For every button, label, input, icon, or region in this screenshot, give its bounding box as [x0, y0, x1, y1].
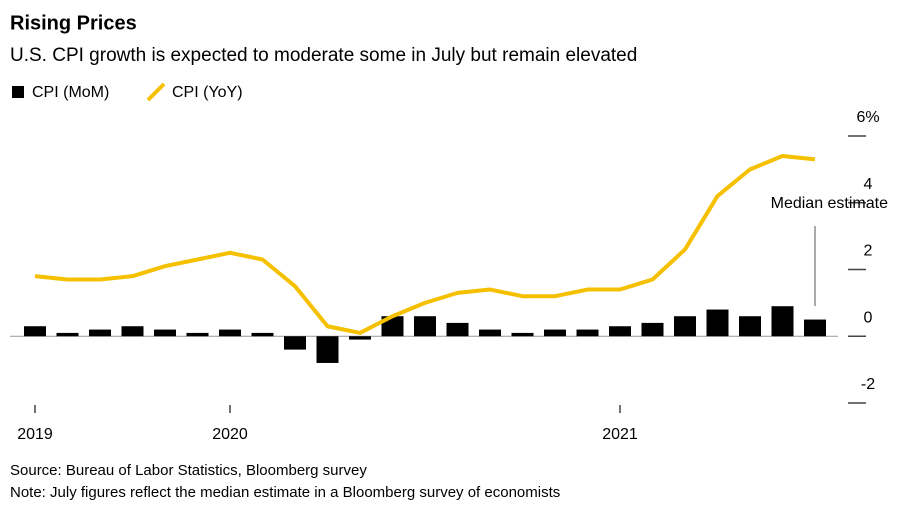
bar: [284, 336, 306, 350]
bar: [56, 332, 79, 337]
bar: [706, 309, 729, 337]
x-tick-label: 2021: [602, 426, 638, 443]
bar: [771, 306, 794, 337]
y-tick-label: 2: [864, 243, 873, 260]
bar: [121, 326, 144, 337]
bar: [251, 332, 274, 337]
y-tick-label: 6%: [856, 109, 879, 126]
line: [34, 154, 816, 335]
bar: [511, 332, 534, 337]
bar: [414, 316, 436, 337]
annotation: Median estimate: [771, 195, 888, 212]
bar: [739, 316, 761, 337]
note: Note: July figures reflect the median es…: [10, 484, 560, 501]
source: Source: Bureau of Labor Statistics, Bloo…: [10, 462, 367, 479]
bar: [24, 326, 46, 337]
legend-label: CPI (MoM): [32, 84, 109, 101]
legend-swatch: [12, 86, 24, 98]
chart-subtitle: U.S. CPI growth is expected to moderate …: [10, 45, 637, 66]
bar: [219, 329, 241, 337]
bar: [479, 329, 501, 337]
y-tick-label: -2: [861, 376, 875, 393]
bar: [804, 319, 826, 337]
bar: [576, 329, 599, 337]
bar: [154, 329, 176, 337]
bar: [316, 336, 339, 363]
chart-title: Rising Prices: [10, 12, 137, 34]
bar: [446, 322, 469, 337]
legend-label: CPI (YoY): [172, 84, 243, 101]
x-tick-label: 2020: [212, 426, 248, 443]
x-tick-label: 2019: [17, 426, 53, 443]
bar: [89, 329, 111, 337]
y-tick-label: 0: [864, 309, 873, 326]
y-tick-label: 4: [864, 176, 873, 193]
bar: [186, 332, 209, 337]
legend-swatch: [146, 82, 166, 102]
bar: [609, 326, 631, 337]
bar: [349, 336, 371, 340]
bar: [674, 316, 696, 337]
bar: [641, 322, 664, 337]
bar: [544, 329, 566, 337]
